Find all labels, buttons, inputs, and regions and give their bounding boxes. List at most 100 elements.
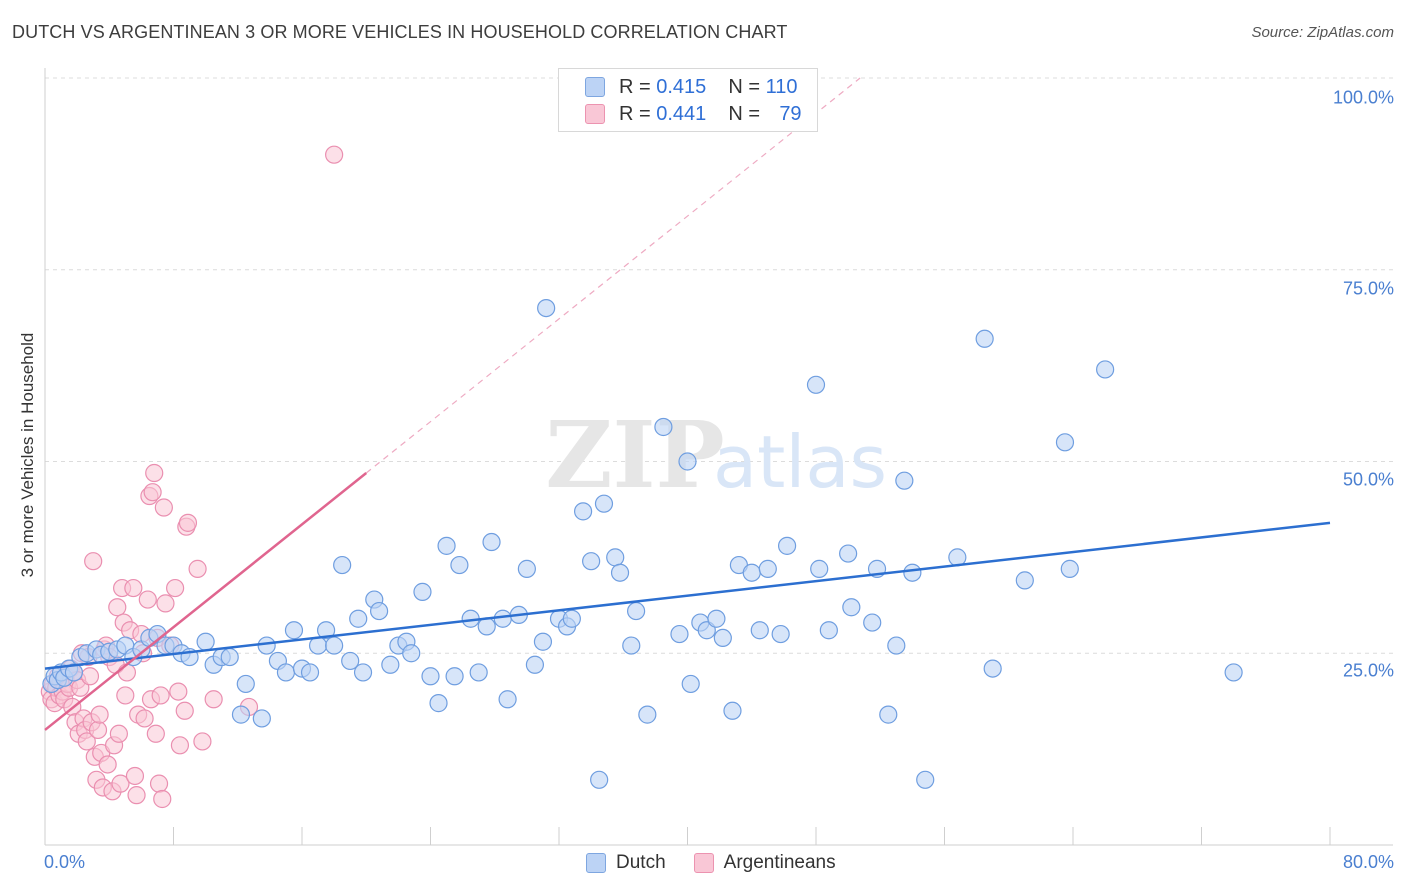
argentineans-point (80, 667, 100, 686)
dutch-point (819, 621, 838, 640)
stats-legend-row-dutch: R = 0.415 N = 110 (559, 74, 797, 100)
dutch-point (606, 548, 625, 567)
argentineans-point (146, 724, 165, 743)
argentineans-point (170, 736, 190, 755)
argentineans-point (178, 513, 198, 532)
dutch-point (196, 632, 215, 651)
argentineans-point (90, 705, 109, 724)
n-value: 79 (779, 102, 802, 125)
dutch-point (525, 655, 545, 674)
dutch-point (895, 471, 914, 490)
stats-legend: R = 0.415 N = 110 R = 0.441 N = 79 (558, 68, 818, 132)
argentineans-swatch (585, 104, 605, 124)
argentineans-point (84, 552, 103, 571)
dutch-point (750, 621, 769, 640)
argentineans-point (125, 766, 145, 786)
argentineans-point (145, 463, 164, 483)
argentineans-points (40, 145, 344, 809)
legend-item-argentineans[interactable]: Argentineans (693, 852, 836, 874)
argentineans-point (98, 755, 117, 774)
argentineans-point (143, 483, 162, 502)
dutch-point (638, 705, 657, 724)
dutch-point (681, 674, 700, 694)
dutch-point (723, 701, 742, 720)
dutch-point (1096, 360, 1115, 379)
dutch-point (887, 636, 906, 655)
dutch-trend-line (44, 521, 1331, 670)
argentineans-point (153, 789, 172, 809)
dutch-point (370, 601, 389, 621)
series-legend: Dutch Argentineans (586, 852, 864, 874)
r-label: R = (619, 75, 651, 98)
argentineans-point (325, 145, 344, 164)
argentineans-point (149, 774, 169, 793)
dutch-point (777, 536, 797, 555)
dutch-point (1055, 433, 1075, 452)
dutch-point (713, 628, 732, 648)
dutch-point (220, 647, 239, 667)
n-label: N = (728, 102, 760, 125)
r-value: 0.441 (656, 102, 707, 125)
r-value: 0.415 (656, 75, 707, 98)
dutch-point (533, 632, 553, 651)
dutch-point (252, 709, 271, 728)
dutch-point (469, 663, 488, 682)
dutch-point (349, 609, 368, 628)
dutch-point (916, 770, 935, 789)
chart-title: DUTCH VS ARGENTINEAN 3 OR MORE VEHICLES … (12, 22, 788, 42)
dutch-points (42, 299, 1243, 789)
dutch-point (333, 555, 352, 575)
dutch-point (421, 667, 440, 686)
dutch-point (413, 582, 432, 601)
source-credit: Source: ZipAtlas.com (1251, 24, 1394, 41)
dutch-point (758, 559, 777, 578)
dutch-swatch (586, 853, 606, 873)
y-tick-label-100: 100.0% (1332, 87, 1394, 108)
axes (44, 68, 1393, 846)
dutch-point (325, 636, 344, 655)
argentineans-point (166, 578, 185, 598)
argentineans-point (151, 686, 170, 705)
dutch-point (810, 559, 829, 578)
dutch-point (276, 663, 296, 682)
argentineans-point (108, 598, 127, 617)
dutch-point (839, 544, 858, 563)
dutch-point (316, 621, 336, 640)
n-value: 110 (765, 75, 798, 98)
y-tick-label-25: 25.0% (1342, 660, 1394, 681)
argentineans-swatch (693, 853, 714, 873)
dutch-point (742, 563, 761, 582)
svg-text:atlas: atlas (713, 420, 887, 504)
dutch-point (582, 552, 601, 571)
dutch-point (308, 636, 328, 655)
dutch-swatch (585, 77, 605, 97)
dutch-point (477, 617, 496, 636)
argentineans-point (154, 498, 173, 517)
dutch-point (445, 667, 464, 686)
dutch-point (300, 663, 320, 682)
argentineans-point (175, 701, 194, 720)
dutch-point (236, 674, 255, 694)
dutch-point (437, 536, 456, 555)
dutch-point (1060, 559, 1079, 578)
dutch-point (284, 621, 304, 640)
legend-item-dutch[interactable]: Dutch (586, 852, 666, 874)
dutch-point (863, 613, 882, 632)
dutch-point (594, 494, 614, 513)
stats-legend-row-argentineans: R = 0.441 N = 79 (559, 101, 802, 127)
dutch-point (983, 659, 1002, 678)
dutch-point (429, 694, 448, 713)
svg-text:ZIP: ZIP (545, 401, 724, 509)
dutch-point (610, 563, 630, 582)
dutch-point (493, 609, 512, 628)
dutch-point (903, 563, 922, 582)
argentineans-point (135, 709, 154, 728)
dutch-point (707, 609, 726, 628)
argentineans-point (116, 686, 135, 705)
argentineans-point (117, 663, 137, 682)
dutch-point (517, 559, 536, 578)
dutch-point (670, 624, 689, 644)
argentineans-point (138, 590, 157, 609)
argentineans-point (111, 774, 130, 793)
